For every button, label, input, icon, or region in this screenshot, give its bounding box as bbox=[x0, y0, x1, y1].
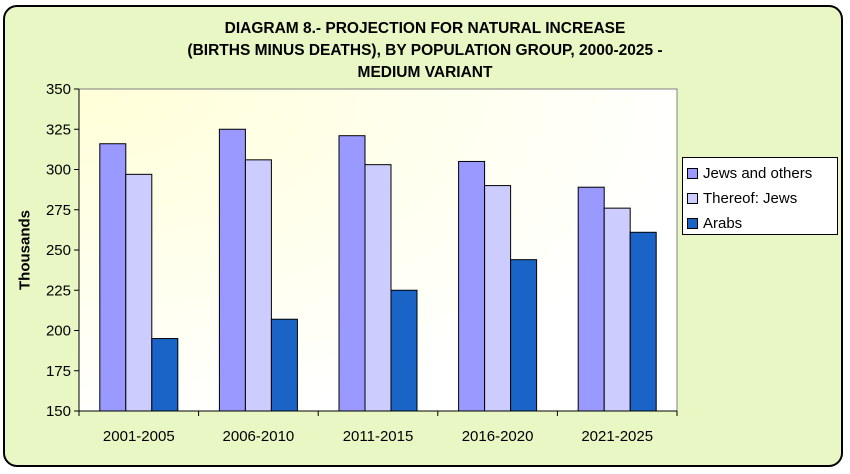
bar-arabs-2011-2015 bbox=[390, 289, 418, 412]
bar-jews-and-others-2021-2025 bbox=[577, 186, 605, 412]
legend: Jews and others Thereof: Jews Arabs bbox=[682, 157, 838, 235]
bar-thereof-jews-2006-2010 bbox=[244, 159, 272, 412]
x-tick-label-2021-2025: 2021-2025 bbox=[581, 428, 653, 445]
x-tick-label-2011-2015: 2011-2015 bbox=[343, 428, 414, 445]
y-tick-label-300: 300 bbox=[46, 162, 71, 179]
chart-title-line-3: MEDIUM VARIANT bbox=[357, 64, 493, 81]
bar-arabs-2016-2020 bbox=[510, 259, 538, 412]
bar-thereof-jews-2011-2015 bbox=[364, 164, 392, 412]
y-tick-label-325: 325 bbox=[46, 121, 71, 138]
legend-item-jews-and-others: Jews and others bbox=[687, 161, 837, 186]
chart-title: DIAGRAM 8.- PROJECTION FOR NATURAL INCRE… bbox=[0, 18, 850, 84]
legend-swatch-arabs bbox=[687, 218, 698, 229]
bar-thereof-jews-2021-2025 bbox=[603, 207, 631, 412]
y-tick-label-200: 200 bbox=[46, 323, 71, 340]
bar-arabs-2001-2005 bbox=[151, 338, 179, 412]
y-axis-label: Thousands bbox=[16, 209, 34, 291]
y-tick-label-175: 175 bbox=[46, 363, 71, 380]
bar-jews-and-others-2011-2015 bbox=[338, 135, 366, 412]
legend-label-arabs: Arabs bbox=[703, 215, 743, 232]
legend-swatch-jews-and-others bbox=[687, 168, 698, 179]
legend-item-thereof-jews: Thereof: Jews bbox=[687, 186, 837, 211]
legend-swatch-thereof-jews bbox=[687, 193, 698, 204]
bar-thereof-jews-2016-2020 bbox=[484, 185, 512, 412]
bar-jews-and-others-2006-2010 bbox=[218, 128, 246, 412]
legend-label-jews-and-others: Jews and others bbox=[703, 165, 813, 182]
bar-arabs-2006-2010 bbox=[270, 318, 298, 412]
y-tick-label-225: 225 bbox=[46, 282, 71, 299]
y-tick-label-350: 350 bbox=[46, 81, 71, 98]
legend-label-thereof-jews: Thereof: Jews bbox=[703, 190, 798, 207]
y-tick-label-275: 275 bbox=[46, 202, 71, 219]
y-tick-label-250: 250 bbox=[46, 242, 71, 259]
bar-jews-and-others-2016-2020 bbox=[458, 160, 486, 412]
x-tick-label-2006-2010: 2006-2010 bbox=[223, 428, 295, 445]
chart-title-line-1: DIAGRAM 8.- PROJECTION FOR NATURAL INCRE… bbox=[224, 20, 626, 37]
legend-item-arabs: Arabs bbox=[687, 211, 837, 236]
bar-jews-and-others-2001-2005 bbox=[99, 143, 127, 412]
chart-title-line-2: (BIRTHS MINUS DEATHS), BY POPULATION GRO… bbox=[187, 42, 663, 59]
bar-arabs-2021-2025 bbox=[629, 231, 657, 412]
y-tick-label-150: 150 bbox=[46, 403, 71, 420]
x-tick-label-2016-2020: 2016-2020 bbox=[462, 428, 534, 445]
x-tick-label-2001-2005: 2001-2005 bbox=[103, 428, 175, 445]
bar-thereof-jews-2001-2005 bbox=[125, 173, 153, 412]
